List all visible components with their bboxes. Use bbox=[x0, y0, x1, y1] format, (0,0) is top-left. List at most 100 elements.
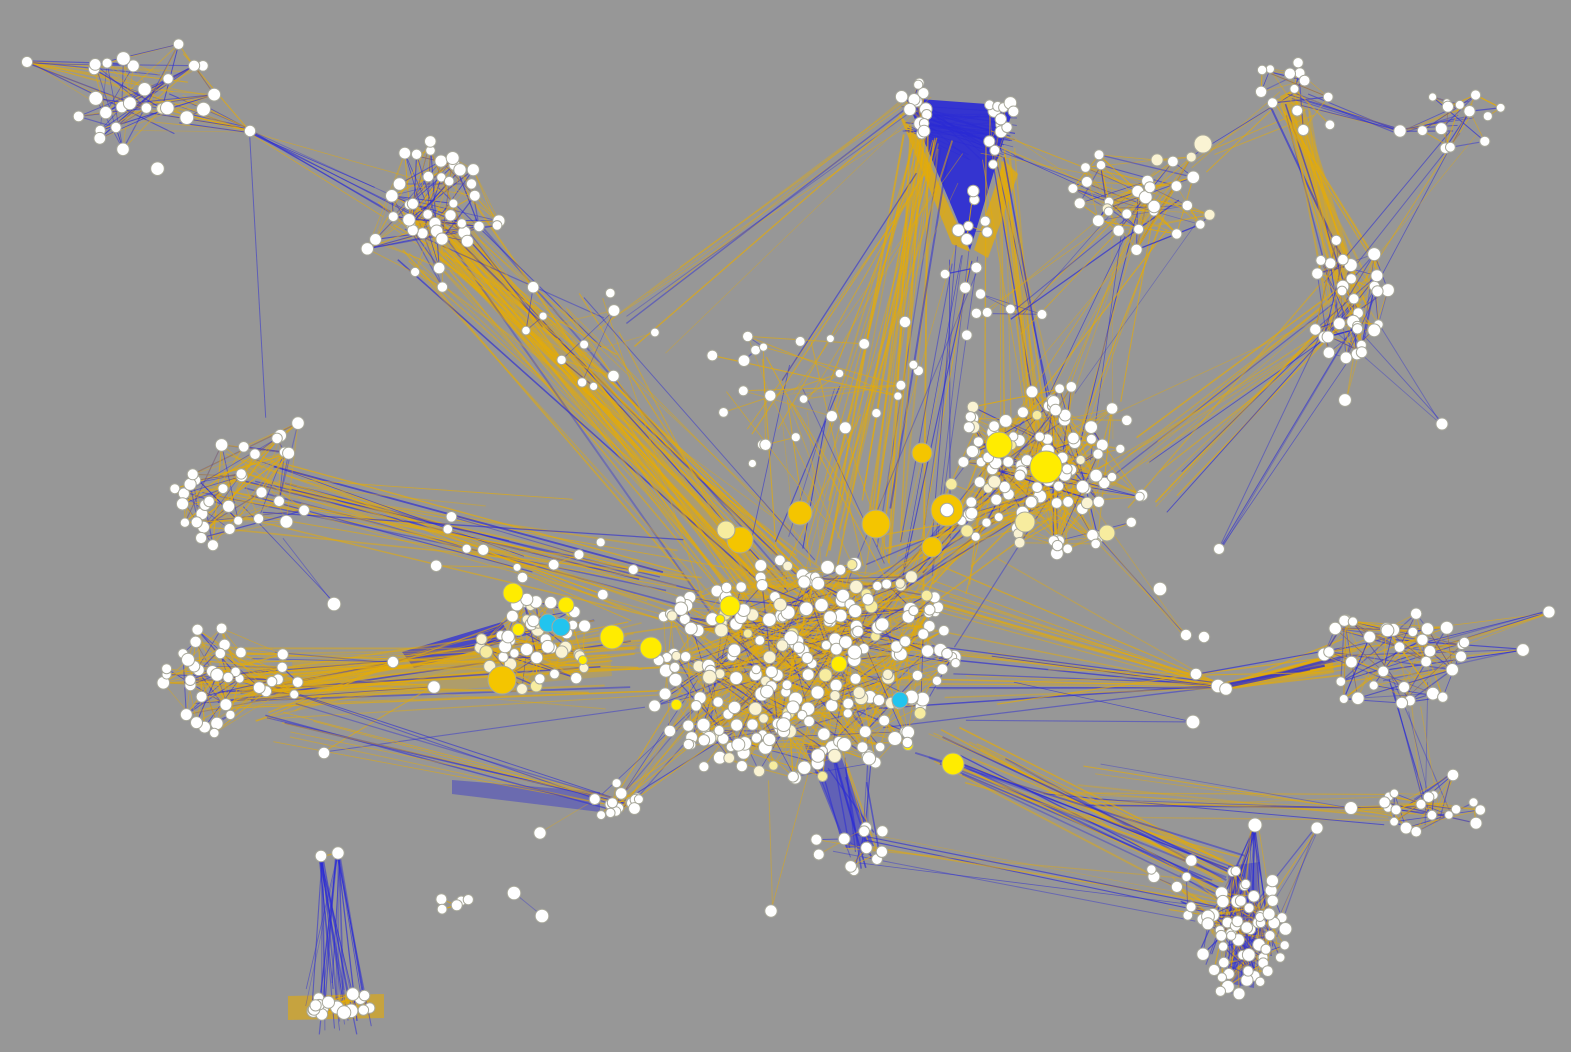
graph-node[interactable] bbox=[998, 480, 1011, 494]
graph-node[interactable] bbox=[521, 325, 531, 336]
graph-node[interactable] bbox=[140, 102, 153, 114]
graph-node[interactable] bbox=[748, 701, 763, 716]
graph-node[interactable] bbox=[534, 908, 550, 924]
graph-node[interactable] bbox=[1435, 417, 1449, 431]
graph-node-highlight[interactable] bbox=[941, 752, 965, 776]
graph-node[interactable] bbox=[443, 175, 455, 187]
graph-node[interactable] bbox=[861, 593, 875, 606]
graph-node[interactable] bbox=[266, 676, 278, 688]
graph-node[interactable] bbox=[1310, 821, 1324, 835]
graph-node[interactable] bbox=[289, 689, 300, 700]
graph-node[interactable] bbox=[829, 678, 843, 693]
graph-node-highlight[interactable] bbox=[716, 520, 736, 540]
graph-node[interactable] bbox=[713, 724, 725, 736]
graph-node[interactable] bbox=[225, 709, 236, 721]
graph-node[interactable] bbox=[101, 57, 113, 69]
graph-node[interactable] bbox=[243, 124, 257, 138]
graph-node[interactable] bbox=[422, 209, 434, 220]
graph-node-highlight[interactable] bbox=[719, 595, 741, 617]
graph-node[interactable] bbox=[512, 562, 522, 572]
graph-node[interactable] bbox=[627, 564, 639, 576]
graph-node[interactable] bbox=[1232, 987, 1246, 1001]
graph-node[interactable] bbox=[993, 512, 1004, 523]
graph-node[interactable] bbox=[398, 146, 412, 160]
graph-node[interactable] bbox=[473, 220, 485, 233]
graph-node[interactable] bbox=[901, 736, 914, 749]
graph-node[interactable] bbox=[994, 113, 1007, 126]
graph-node[interactable] bbox=[754, 635, 766, 646]
graph-node[interactable] bbox=[217, 483, 229, 495]
graph-node[interactable] bbox=[1409, 607, 1423, 620]
graph-node[interactable] bbox=[516, 683, 528, 695]
graph-node[interactable] bbox=[811, 576, 826, 591]
graph-node[interactable] bbox=[1186, 170, 1201, 185]
graph-node[interactable] bbox=[215, 622, 228, 635]
graph-node[interactable] bbox=[540, 639, 555, 654]
graph-node[interactable] bbox=[970, 307, 983, 319]
graph-node[interactable] bbox=[509, 648, 520, 659]
graph-node[interactable] bbox=[1260, 943, 1272, 955]
graph-node[interactable] bbox=[1371, 285, 1384, 298]
graph-node[interactable] bbox=[538, 311, 548, 321]
graph-node[interactable] bbox=[276, 648, 289, 661]
graph-node[interactable] bbox=[680, 651, 692, 663]
graph-node[interactable] bbox=[1370, 269, 1384, 283]
graph-node[interactable] bbox=[723, 752, 736, 764]
graph-node[interactable] bbox=[1446, 768, 1460, 782]
graph-node[interactable] bbox=[150, 161, 165, 176]
graph-node[interactable] bbox=[1407, 626, 1419, 638]
graph-node[interactable] bbox=[684, 621, 698, 636]
graph-node[interactable] bbox=[291, 676, 304, 689]
graph-node[interactable] bbox=[1445, 141, 1456, 153]
graph-node[interactable] bbox=[998, 414, 1013, 428]
graph-node[interactable] bbox=[595, 537, 606, 548]
graph-node[interactable] bbox=[448, 198, 459, 209]
graph-node-highlight[interactable] bbox=[502, 582, 524, 604]
graph-node[interactable] bbox=[765, 665, 778, 679]
graph-node[interactable] bbox=[1143, 181, 1156, 194]
graph-node[interactable] bbox=[1335, 676, 1347, 687]
graph-node-highlight[interactable] bbox=[551, 617, 571, 637]
graph-node[interactable] bbox=[1428, 92, 1438, 102]
graph-node[interactable] bbox=[673, 601, 689, 616]
graph-node[interactable] bbox=[1170, 880, 1184, 894]
graph-node[interactable] bbox=[1416, 633, 1429, 646]
graph-node[interactable] bbox=[1450, 804, 1462, 815]
graph-node[interactable] bbox=[917, 628, 930, 640]
graph-node[interactable] bbox=[579, 339, 590, 350]
graph-node[interactable] bbox=[237, 441, 250, 453]
graph-node[interactable] bbox=[1395, 696, 1409, 710]
graph-node[interactable] bbox=[1093, 149, 1105, 161]
graph-node[interactable] bbox=[1134, 491, 1145, 502]
graph-node[interactable] bbox=[1213, 543, 1225, 555]
graph-node[interactable] bbox=[913, 79, 924, 90]
graph-node[interactable] bbox=[1444, 810, 1454, 820]
graph-node[interactable] bbox=[917, 124, 931, 138]
graph-node[interactable] bbox=[939, 268, 951, 280]
graph-node[interactable] bbox=[812, 848, 825, 861]
graph-node[interactable] bbox=[1363, 630, 1377, 644]
graph-node[interactable] bbox=[210, 667, 225, 682]
graph-node[interactable] bbox=[607, 369, 620, 383]
graph-node[interactable] bbox=[1106, 471, 1118, 483]
graph-node-highlight[interactable] bbox=[639, 636, 663, 660]
graph-node[interactable] bbox=[1240, 878, 1251, 890]
graph-node[interactable] bbox=[1049, 403, 1062, 417]
graph-node[interactable] bbox=[881, 578, 893, 590]
graph-node[interactable] bbox=[606, 797, 619, 809]
graph-node[interactable] bbox=[1380, 623, 1395, 638]
graph-node[interactable] bbox=[1393, 641, 1406, 653]
graph-node[interactable] bbox=[973, 476, 986, 489]
graph-node[interactable] bbox=[842, 697, 855, 710]
graph-node[interactable] bbox=[750, 732, 763, 744]
graph-node[interactable] bbox=[186, 468, 199, 481]
graph-node[interactable] bbox=[920, 644, 935, 658]
graph-node[interactable] bbox=[386, 655, 400, 669]
graph-node[interactable] bbox=[658, 687, 672, 701]
graph-node[interactable] bbox=[611, 778, 622, 789]
graph-node[interactable] bbox=[573, 549, 585, 561]
graph-node[interactable] bbox=[1197, 630, 1211, 644]
graph-node[interactable] bbox=[1279, 940, 1290, 951]
graph-node[interactable] bbox=[834, 563, 847, 576]
graph-node[interactable] bbox=[1147, 199, 1161, 214]
